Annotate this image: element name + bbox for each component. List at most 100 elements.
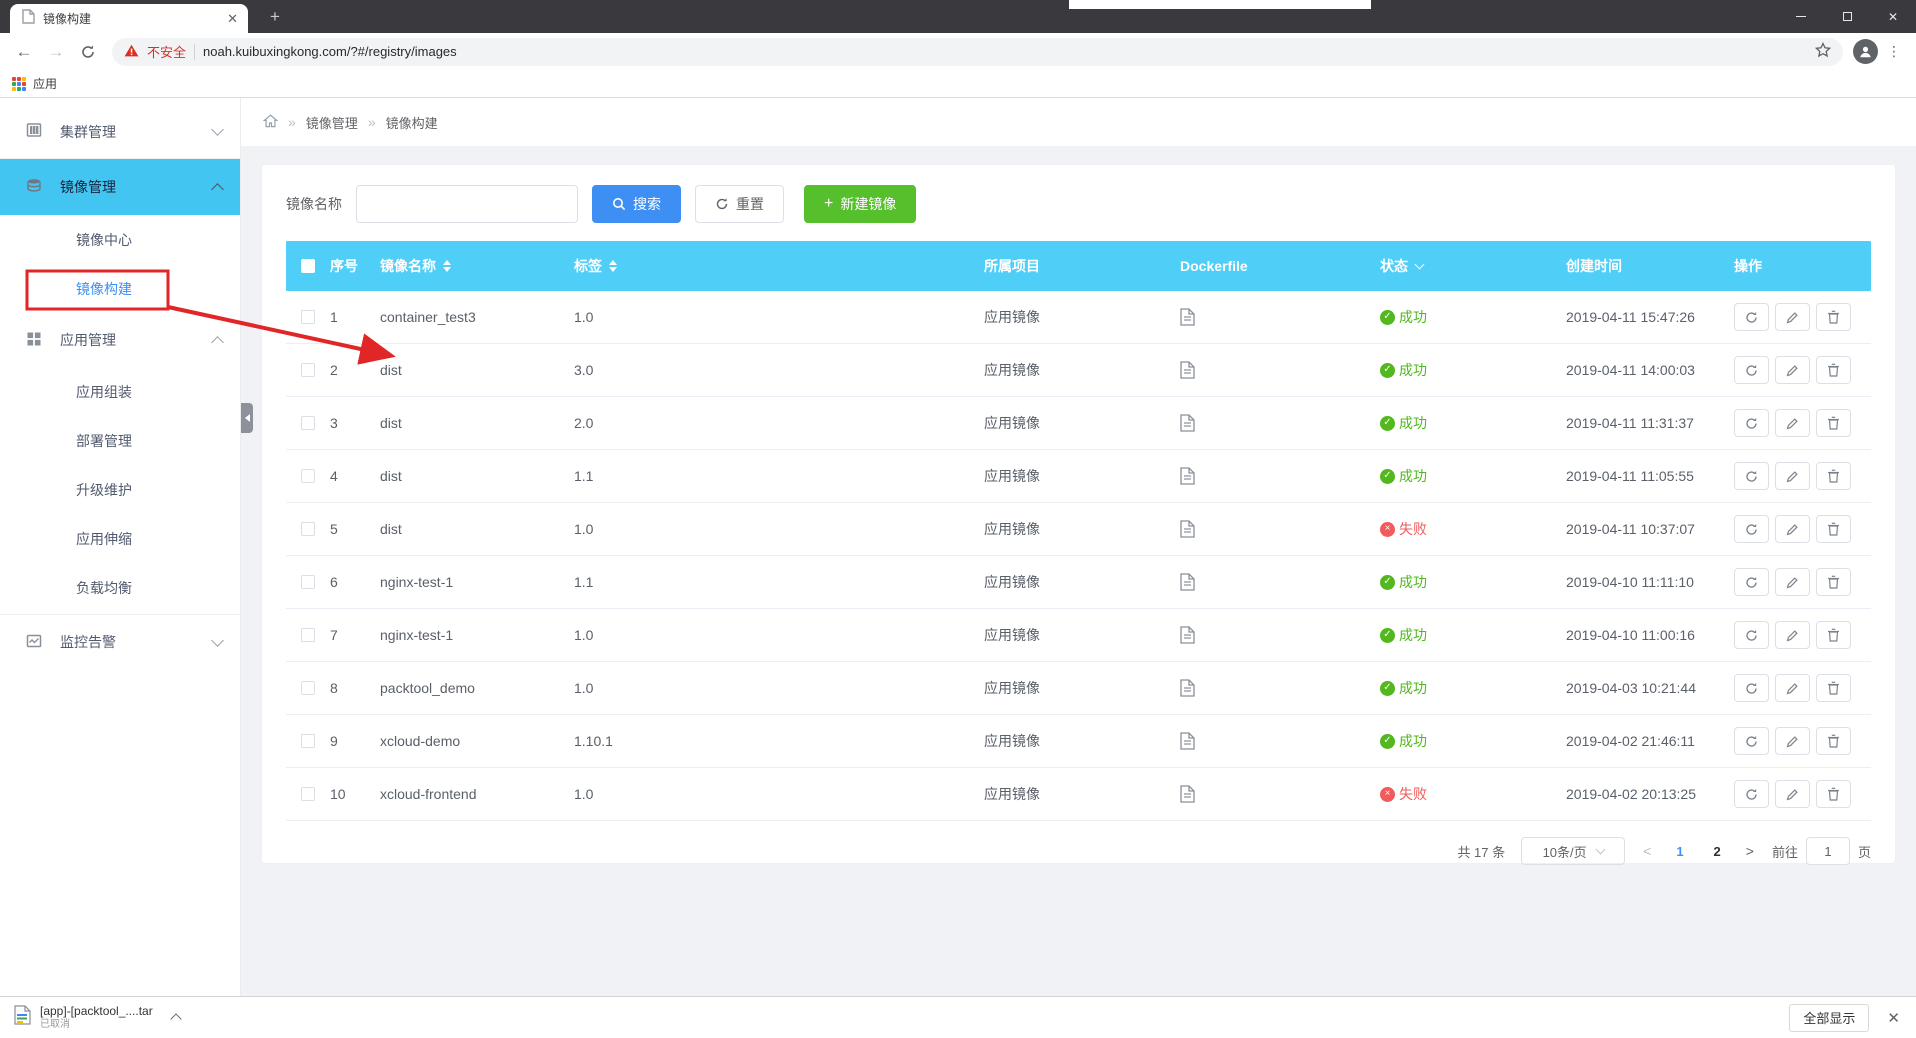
browser-tab[interactable]: 镜像构建 ✕ bbox=[10, 4, 248, 33]
rebuild-button[interactable] bbox=[1734, 568, 1769, 596]
download-bar-close-icon[interactable]: ✕ bbox=[1887, 1009, 1900, 1027]
delete-button[interactable] bbox=[1816, 462, 1851, 490]
security-warning-label[interactable]: 不安全 bbox=[147, 45, 187, 60]
rebuild-button[interactable] bbox=[1734, 462, 1769, 490]
row-checkbox[interactable] bbox=[301, 522, 315, 536]
edit-button[interactable] bbox=[1775, 462, 1810, 490]
delete-button[interactable] bbox=[1816, 621, 1851, 649]
show-all-downloads-button[interactable]: 全部显示 bbox=[1789, 1003, 1870, 1032]
edit-button[interactable] bbox=[1775, 674, 1810, 702]
edit-button[interactable] bbox=[1775, 515, 1810, 543]
dockerfile-icon[interactable] bbox=[1180, 308, 1380, 326]
search-button[interactable]: 搜索 bbox=[592, 185, 681, 223]
rebuild-button[interactable] bbox=[1734, 303, 1769, 331]
row-checkbox[interactable] bbox=[301, 681, 315, 695]
sidebar-collapse-handle[interactable] bbox=[241, 403, 253, 433]
breadcrumb-item-registry[interactable]: 镜像管理 bbox=[305, 115, 358, 131]
dockerfile-icon[interactable] bbox=[1180, 679, 1380, 697]
delete-button[interactable] bbox=[1816, 727, 1851, 755]
reset-button[interactable]: 重置 bbox=[695, 185, 784, 223]
rebuild-button[interactable] bbox=[1734, 409, 1769, 437]
next-page-button[interactable]: > bbox=[1745, 843, 1754, 859]
col-status[interactable]: 状态 bbox=[1380, 256, 1566, 276]
edit-button[interactable] bbox=[1775, 568, 1810, 596]
sidebar-item-image-build[interactable]: 镜像构建 bbox=[76, 280, 132, 297]
col-image-name[interactable]: 镜像名称 bbox=[380, 256, 574, 276]
delete-button[interactable] bbox=[1816, 409, 1851, 437]
sidebar-item-load-balancing[interactable]: 负载均衡 bbox=[76, 579, 132, 596]
rebuild-button[interactable] bbox=[1734, 780, 1769, 808]
dockerfile-icon[interactable] bbox=[1180, 785, 1380, 803]
new-tab-button[interactable]: + bbox=[270, 7, 280, 26]
edit-button[interactable] bbox=[1775, 409, 1810, 437]
sidebar-item-upgrade-maintenance[interactable]: 升级维护 bbox=[76, 481, 132, 498]
url-text[interactable]: noah.kuibuxingkong.com/?#/registry/image… bbox=[203, 44, 457, 59]
row-checkbox[interactable] bbox=[301, 628, 315, 642]
edit-button[interactable] bbox=[1775, 356, 1810, 384]
edit-button[interactable] bbox=[1775, 727, 1810, 755]
delete-button[interactable] bbox=[1816, 568, 1851, 596]
bookmark-apps-label[interactable]: 应用 bbox=[33, 77, 58, 91]
download-expand-icon[interactable] bbox=[170, 1013, 182, 1026]
col-tag[interactable]: 标签 bbox=[574, 256, 984, 276]
dockerfile-icon[interactable] bbox=[1180, 361, 1380, 379]
dockerfile-icon[interactable] bbox=[1180, 467, 1380, 485]
delete-button[interactable] bbox=[1816, 674, 1851, 702]
rebuild-button[interactable] bbox=[1734, 727, 1769, 755]
prev-page-button[interactable]: < bbox=[1643, 843, 1652, 859]
window-close-button[interactable]: ✕ bbox=[1887, 9, 1899, 24]
goto-page-input[interactable] bbox=[1805, 837, 1850, 865]
row-checkbox[interactable] bbox=[301, 734, 315, 748]
sidebar-item-app-scaling[interactable]: 应用伸缩 bbox=[76, 530, 132, 547]
apps-grid-icon[interactable] bbox=[12, 76, 26, 91]
back-button[interactable]: ← bbox=[15, 41, 33, 61]
sidebar-item-registry-center[interactable]: 镜像中心 bbox=[76, 231, 132, 248]
dockerfile-icon[interactable] bbox=[1180, 573, 1380, 591]
page-number-2[interactable]: 2 bbox=[1713, 843, 1721, 859]
sidebar-item-app-management[interactable]: 应用管理 bbox=[0, 313, 240, 367]
security-warning-icon[interactable] bbox=[124, 44, 139, 60]
delete-button[interactable] bbox=[1816, 780, 1851, 808]
row-checkbox[interactable] bbox=[301, 469, 315, 483]
sidebar-item-registry[interactable]: 镜像管理 bbox=[0, 159, 240, 215]
profile-avatar[interactable] bbox=[1853, 39, 1878, 64]
edit-button[interactable] bbox=[1775, 780, 1810, 808]
edit-button[interactable] bbox=[1775, 621, 1810, 649]
sidebar-item-app-assembly[interactable]: 应用组装 bbox=[76, 383, 132, 400]
row-checkbox[interactable] bbox=[301, 575, 315, 589]
dockerfile-icon[interactable] bbox=[1180, 414, 1380, 432]
dockerfile-icon[interactable] bbox=[1180, 520, 1380, 538]
bookmark-star-icon[interactable] bbox=[1814, 41, 1832, 61]
edit-button[interactable] bbox=[1775, 303, 1810, 331]
sidebar-item-monitoring-alerts[interactable]: 监控告警 bbox=[0, 615, 240, 669]
image-name-input[interactable] bbox=[356, 185, 578, 223]
reload-button[interactable] bbox=[74, 38, 102, 66]
row-checkbox[interactable] bbox=[301, 363, 315, 377]
delete-button[interactable] bbox=[1816, 356, 1851, 384]
dockerfile-icon[interactable] bbox=[1180, 626, 1380, 644]
page-size-select[interactable]: 10条/页 bbox=[1521, 837, 1626, 865]
select-all-checkbox[interactable] bbox=[301, 259, 315, 273]
window-maximize-button[interactable] bbox=[1824, 0, 1870, 33]
sidebar-item-cluster[interactable]: 集群管理 bbox=[0, 105, 240, 159]
forward-button[interactable]: → bbox=[47, 41, 65, 61]
tab-close-icon[interactable]: ✕ bbox=[227, 10, 238, 26]
row-checkbox[interactable] bbox=[301, 310, 315, 324]
dockerfile-icon[interactable] bbox=[1180, 732, 1380, 750]
rebuild-button[interactable] bbox=[1734, 621, 1769, 649]
row-checkbox[interactable] bbox=[301, 787, 315, 801]
page-number-1[interactable]: 1 bbox=[1676, 843, 1684, 859]
address-bar[interactable]: 不安全 noah.kuibuxingkong.com/?#/registry/i… bbox=[112, 37, 1843, 66]
window-minimize-button[interactable] bbox=[1778, 0, 1824, 33]
row-checkbox[interactable] bbox=[301, 416, 315, 430]
rebuild-button[interactable] bbox=[1734, 674, 1769, 702]
browser-menu-icon[interactable]: ⋮ bbox=[1887, 43, 1901, 59]
home-icon[interactable] bbox=[262, 113, 279, 131]
sidebar-item-deploy-management[interactable]: 部署管理 bbox=[76, 432, 132, 449]
delete-button[interactable] bbox=[1816, 515, 1851, 543]
rebuild-button[interactable] bbox=[1734, 515, 1769, 543]
rebuild-button[interactable] bbox=[1734, 356, 1769, 384]
delete-button[interactable] bbox=[1816, 303, 1851, 331]
download-item[interactable]: [app]-[packtool_....tar 已取消 bbox=[14, 1004, 182, 1030]
create-image-button[interactable]: + 新建镜像 bbox=[804, 185, 917, 223]
